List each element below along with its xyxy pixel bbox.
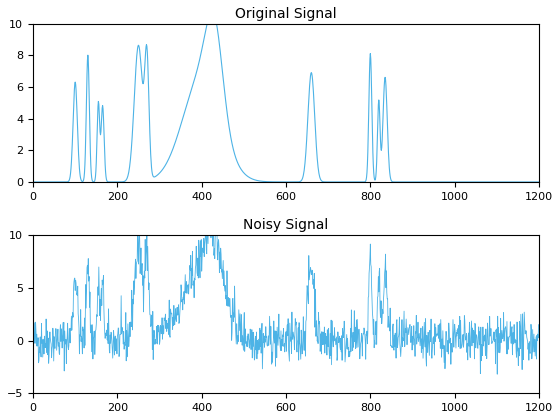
Title: Noisy Signal: Noisy Signal	[244, 218, 329, 232]
Title: Original Signal: Original Signal	[235, 7, 337, 21]
